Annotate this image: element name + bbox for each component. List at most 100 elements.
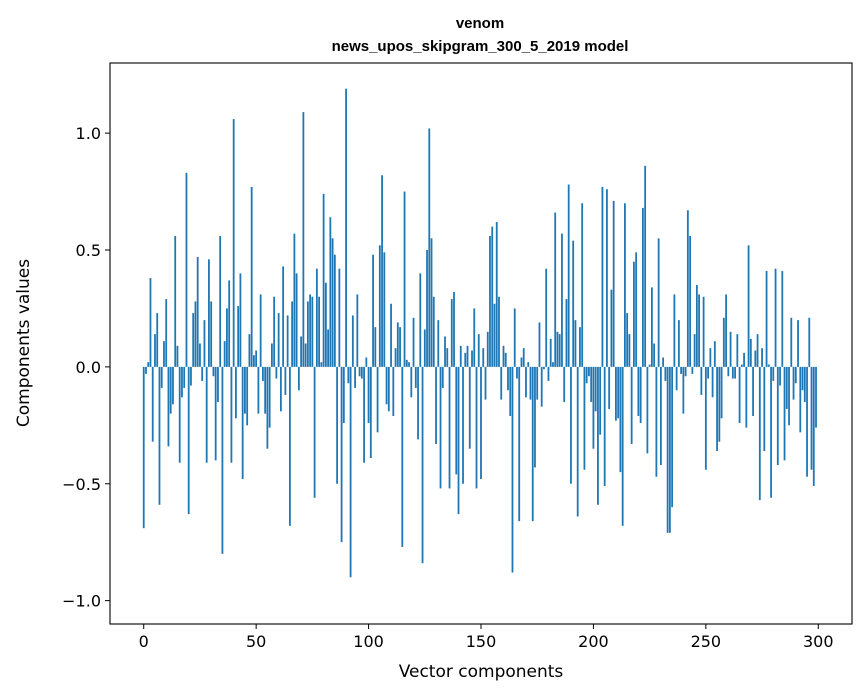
bar-169 (522, 348, 525, 367)
bar-182 (552, 362, 554, 367)
y-tick-label-3: 0.5 (76, 241, 101, 260)
bar-201 (594, 366, 597, 412)
bar-85 (333, 254, 336, 367)
bar-62 (282, 266, 285, 367)
bar-273 (756, 334, 759, 367)
bar-111 (392, 366, 395, 416)
bar-238 (677, 320, 680, 367)
bar-132 (439, 366, 442, 489)
bar-297 (810, 366, 813, 470)
bar-267 (743, 352, 745, 367)
bar-2 (147, 362, 150, 367)
bar-93 (351, 315, 354, 367)
bar-50 (255, 350, 258, 367)
bar-179 (545, 268, 548, 367)
bar-141 (459, 345, 462, 367)
bar-146 (471, 350, 473, 367)
bar-221 (639, 366, 642, 423)
bar-190 (570, 366, 572, 484)
bar-227 (653, 343, 656, 367)
bar-236 (673, 294, 676, 367)
bar-282 (776, 366, 779, 466)
bar-210 (615, 366, 617, 421)
bar-22 (192, 313, 195, 367)
bar-133 (441, 366, 444, 388)
bar-240 (682, 366, 685, 414)
bar-87 (338, 268, 341, 367)
bar-160 (502, 345, 505, 367)
bar-95 (356, 294, 359, 367)
bar-203 (599, 366, 602, 435)
bar-72 (304, 343, 307, 367)
bar-175 (536, 366, 539, 400)
bar-150 (480, 366, 482, 480)
bar-184 (556, 331, 559, 367)
bar-16 (178, 366, 181, 463)
bar-25 (199, 343, 201, 367)
bar-219 (635, 252, 638, 367)
bar-81 (324, 282, 327, 367)
bar-277 (765, 271, 768, 367)
bar-168 (520, 357, 523, 367)
bar-42 (237, 306, 240, 367)
bar-235 (671, 366, 674, 508)
bar-48 (250, 186, 253, 367)
bar-197 (585, 366, 588, 384)
bar-241 (684, 366, 687, 377)
bar-69 (297, 366, 300, 391)
bar-14 (174, 235, 177, 367)
bar-298 (812, 366, 815, 487)
bar-170 (525, 366, 527, 398)
bar-145 (468, 366, 471, 449)
bar-80 (322, 193, 325, 367)
y-tick-label-1: −0.5 (62, 475, 101, 494)
bar-153 (486, 331, 489, 367)
bar-105 (378, 245, 381, 367)
bar-10 (165, 299, 168, 367)
bar-234 (668, 366, 671, 533)
bar-171 (527, 362, 530, 367)
bar-126 (426, 250, 428, 367)
bar-99 (365, 357, 368, 367)
bar-260 (727, 366, 730, 377)
bar-107 (383, 252, 386, 367)
bar-40 (232, 119, 235, 367)
bar-68 (295, 273, 298, 367)
bar-253 (711, 366, 714, 398)
bar-57 (270, 343, 273, 367)
bar-276 (763, 366, 766, 452)
bar-92 (349, 366, 352, 578)
bar-59 (275, 366, 278, 379)
bar-291 (797, 320, 799, 367)
bar-11 (167, 366, 170, 447)
bar-222 (641, 207, 644, 367)
bar-149 (477, 334, 480, 367)
bar-103 (374, 327, 377, 367)
bar-4 (151, 366, 154, 442)
bar-139 (455, 366, 458, 475)
bar-288 (790, 317, 793, 367)
bar-258 (722, 317, 725, 367)
bar-270 (749, 338, 752, 367)
plot-frame (109, 62, 853, 625)
x-tick-label-50: 50 (246, 632, 266, 651)
bar-1 (145, 366, 147, 374)
bar-106 (381, 175, 383, 367)
bar-0 (142, 366, 145, 529)
bar-49 (253, 355, 255, 367)
x-tick-label-0: 0 (139, 632, 149, 651)
bar-61 (279, 366, 282, 412)
bar-75 (311, 296, 314, 367)
bar-224 (646, 366, 649, 454)
bar-228 (655, 366, 658, 477)
bar-100 (367, 366, 370, 423)
bar-242 (686, 210, 689, 367)
bar-185 (558, 334, 561, 367)
bar-108 (385, 366, 388, 405)
bar-294 (803, 366, 806, 402)
bar-94 (354, 366, 356, 388)
bar-77 (315, 268, 318, 367)
x-tick-label-200: 200 (578, 632, 609, 651)
bar-193 (576, 366, 579, 517)
bar-124 (421, 366, 424, 564)
